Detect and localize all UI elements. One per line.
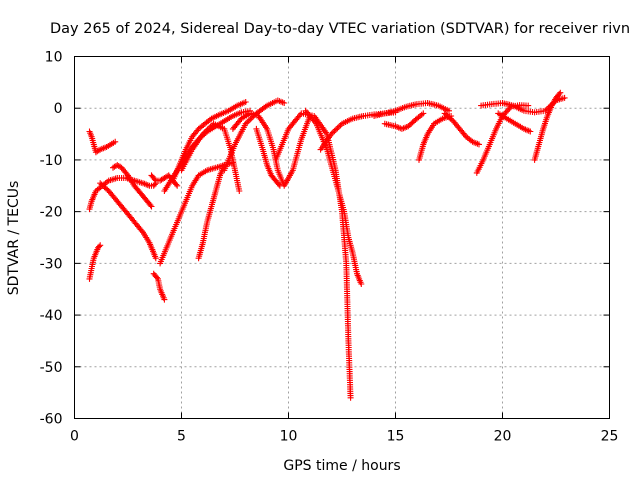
data-point — [152, 255, 159, 262]
data-point — [161, 296, 168, 303]
x-tick-label: 10 — [280, 429, 298, 445]
data-point — [138, 227, 145, 234]
data-point — [527, 128, 534, 135]
data-marks — [86, 89, 568, 401]
data-point — [276, 182, 283, 189]
data-point — [406, 122, 413, 128]
series-arc-19 — [371, 100, 452, 119]
series-trace — [275, 112, 352, 398]
data-point — [409, 119, 416, 126]
data-point — [561, 94, 568, 101]
series-arc-4 — [110, 162, 155, 210]
data-point — [408, 120, 415, 127]
y-tick-label: -20 — [40, 205, 63, 221]
y-tick-label: -10 — [40, 153, 63, 169]
data-point — [448, 116, 455, 123]
x-tick-label: 25 — [601, 429, 619, 445]
series-arc-26 — [531, 89, 564, 163]
series-arc-10 — [169, 99, 249, 184]
plot-frame — [74, 56, 610, 419]
series-arc-15 — [253, 125, 283, 189]
data-point — [557, 89, 564, 96]
data-point — [102, 185, 109, 192]
data-point — [151, 181, 158, 188]
series-arc-6 — [150, 270, 168, 303]
data-point — [525, 102, 532, 109]
x-tick-label: 15 — [387, 429, 405, 445]
data-point — [476, 141, 482, 148]
data-point — [358, 281, 365, 287]
x-tick-label: 20 — [494, 429, 512, 445]
data-point — [275, 181, 282, 188]
series-arc-8 — [157, 159, 236, 267]
series-arc-17 — [302, 107, 365, 287]
data-point — [98, 181, 105, 188]
x-tick-labels: 0 5 10 15 20 25 — [70, 429, 618, 445]
data-point — [347, 394, 354, 401]
y-tick-label: 0 — [54, 101, 63, 117]
x-tick-label: 0 — [70, 429, 79, 445]
data-point — [444, 113, 451, 119]
y-tick-labels: 10 0 -10 -20 -30 -40 -50 -60 — [40, 50, 63, 428]
x-tick-label: 5 — [177, 429, 186, 445]
series-arc-2 — [86, 128, 119, 156]
series-arc-21 — [416, 113, 455, 163]
data-point — [242, 99, 249, 105]
series-arc-25 — [495, 110, 534, 135]
data-point — [104, 186, 111, 193]
data-point — [236, 188, 243, 194]
data-point — [173, 181, 180, 188]
series-arc-22 — [441, 110, 482, 148]
series-arc-12 — [178, 120, 243, 194]
series-arc-1 — [86, 242, 104, 282]
data-point — [556, 91, 563, 97]
data-point — [441, 110, 448, 117]
y-tick-label: -40 — [40, 308, 63, 324]
data-point — [96, 243, 103, 250]
series-arc-11 — [195, 162, 228, 262]
chart-title: Day 265 of 2024, Sidereal Day-to-day VTE… — [50, 21, 630, 37]
data-point — [174, 182, 181, 189]
data-point — [101, 184, 108, 191]
x-axis-label: GPS time / hours — [283, 458, 400, 474]
y-tick-label: -50 — [40, 360, 63, 376]
series-arc-16 — [272, 110, 354, 401]
data-point — [446, 107, 452, 114]
y-tick-label: -60 — [40, 412, 63, 428]
axis-ticks — [74, 56, 610, 419]
y-tick-label: -30 — [40, 256, 63, 272]
data-point — [281, 100, 288, 106]
data-point — [112, 138, 119, 145]
data-point — [97, 242, 104, 249]
y-tick-label: 10 — [45, 50, 63, 66]
series-arc-5 — [97, 180, 159, 262]
data-point — [97, 180, 104, 187]
data-point — [151, 176, 158, 183]
series-arc-23 — [473, 102, 532, 176]
data-point — [153, 274, 160, 281]
data-point — [148, 203, 155, 210]
data-point — [446, 114, 452, 121]
data-point — [147, 202, 154, 209]
series-arc-20 — [381, 110, 427, 132]
y-axis-label: SDTVAR / TECUs — [6, 181, 22, 296]
data-point — [420, 110, 427, 117]
